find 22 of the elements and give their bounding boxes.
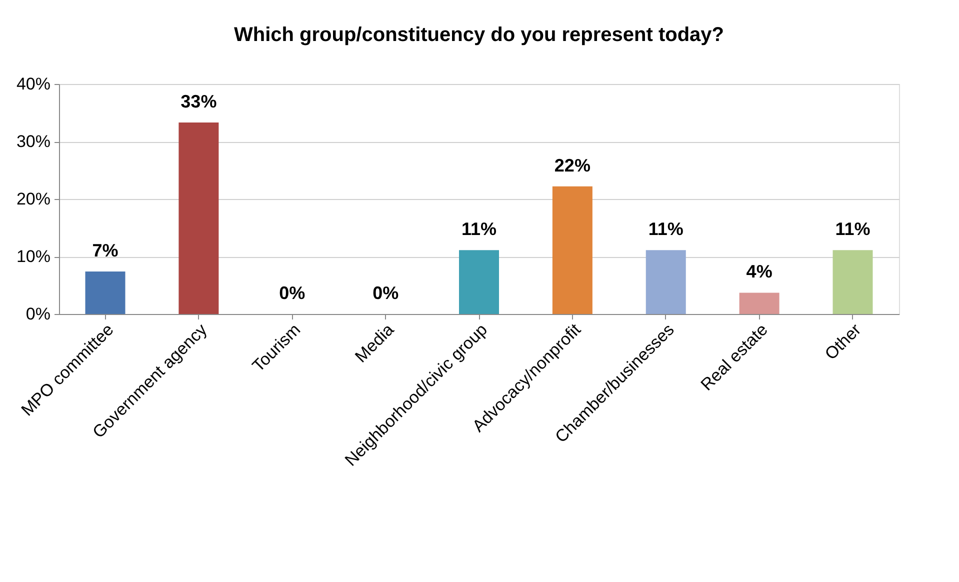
y-tick-label: 10% (16, 247, 50, 266)
y-tick-label: 0% (26, 304, 50, 324)
data-label: 22% (554, 155, 590, 176)
bar (85, 271, 126, 314)
data-label: 4% (746, 262, 772, 282)
data-label: 11% (835, 219, 870, 240)
data-label: 11% (648, 219, 684, 240)
data-label: 7% (92, 240, 118, 260)
data-label: 0% (372, 283, 399, 303)
y-tick-label: 40% (16, 74, 50, 94)
bar (459, 250, 499, 314)
y-tick-label: 20% (16, 190, 50, 208)
bar (552, 186, 592, 314)
data-label: 11% (461, 219, 497, 240)
bar (178, 122, 219, 314)
bar (832, 250, 873, 314)
chart-title: Which group/constituency do you represent today? (234, 24, 724, 46)
y-tick-label: 30% (16, 132, 50, 151)
data-label: 33% (180, 92, 217, 112)
data-label: 0% (279, 283, 306, 303)
bar (739, 292, 780, 314)
bar (646, 250, 686, 314)
